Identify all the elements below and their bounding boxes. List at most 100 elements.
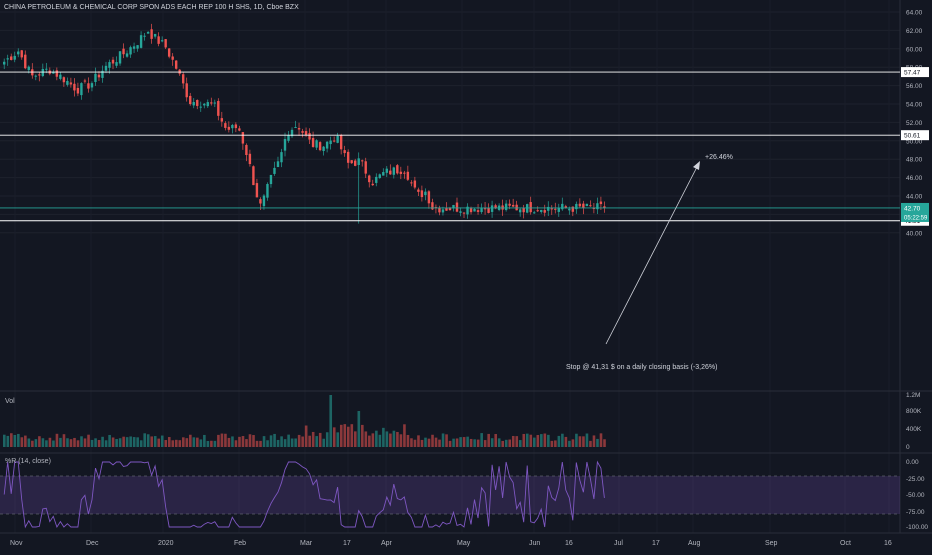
candle-body bbox=[357, 158, 360, 165]
countdown-label: 05:22:59 bbox=[904, 215, 928, 221]
price-tick-label: 48.00 bbox=[906, 157, 923, 164]
volume-bar bbox=[66, 438, 69, 447]
volume-bar bbox=[403, 424, 406, 447]
volume-bar bbox=[308, 435, 311, 447]
volume-bar bbox=[466, 436, 469, 447]
volume-bar bbox=[455, 438, 459, 447]
candle-body bbox=[596, 203, 599, 210]
volume-bar bbox=[196, 437, 199, 447]
candle-body bbox=[547, 206, 550, 211]
candle-body bbox=[575, 203, 578, 210]
target-percent-label[interactable]: +26.46% bbox=[705, 154, 733, 161]
candle-body bbox=[336, 135, 339, 143]
candle-body bbox=[269, 174, 273, 185]
candle-body bbox=[350, 160, 353, 164]
candle-body bbox=[199, 106, 202, 108]
candle-body bbox=[483, 208, 487, 210]
volume-tick-label: 800K bbox=[906, 408, 922, 415]
price-tick-label: 52.00 bbox=[906, 120, 923, 127]
volume-bar bbox=[280, 436, 283, 447]
candle-body bbox=[164, 39, 167, 48]
candle-body bbox=[473, 208, 476, 212]
candle-body bbox=[10, 56, 13, 60]
candle-body bbox=[431, 202, 434, 210]
candle-body bbox=[557, 207, 560, 212]
candle-body bbox=[469, 208, 473, 213]
candle-body bbox=[27, 66, 30, 71]
candle-body bbox=[210, 102, 213, 104]
volume-bar bbox=[325, 432, 329, 447]
volume-bar bbox=[220, 433, 224, 447]
candle-body bbox=[122, 48, 125, 55]
candle-body bbox=[371, 183, 374, 186]
candle-body bbox=[192, 102, 195, 106]
candle-body bbox=[396, 165, 399, 174]
candle-body bbox=[582, 203, 585, 208]
candle-body bbox=[592, 207, 596, 209]
volume-bar bbox=[375, 430, 378, 447]
volume-bar bbox=[80, 436, 83, 447]
candle-body bbox=[332, 140, 336, 142]
time-axis-label: Oct bbox=[840, 540, 851, 547]
candle-body bbox=[578, 203, 582, 207]
volume-bar bbox=[111, 437, 115, 447]
candle-body bbox=[241, 132, 245, 144]
stop-note-label[interactable]: Stop @ 41,31 $ on a daily closing basis … bbox=[566, 364, 718, 371]
candle-body bbox=[266, 184, 269, 198]
candle-body bbox=[280, 152, 283, 163]
wpr-tick-label: -50.00 bbox=[906, 492, 925, 499]
projection-arrow-line[interactable] bbox=[605, 164, 699, 345]
candle-body bbox=[248, 153, 252, 165]
volume-bar bbox=[557, 435, 561, 447]
volume-bar bbox=[497, 438, 501, 447]
candle-series bbox=[3, 23, 606, 224]
candle-body bbox=[273, 167, 276, 174]
volume-bar bbox=[459, 437, 462, 447]
candle-body bbox=[34, 75, 37, 77]
candle-body bbox=[494, 205, 497, 209]
candle-body bbox=[564, 206, 567, 208]
candle-body bbox=[111, 59, 115, 64]
volume-bar bbox=[238, 436, 241, 447]
volume-bar bbox=[399, 434, 403, 447]
time-axis[interactable]: Nov Dec 2020 Feb Mar 17 Apr May Jun 16 Jul 17 Aug Sep… bbox=[10, 540, 892, 547]
price-tick-label: 64.00 bbox=[906, 10, 923, 17]
candle-body bbox=[476, 210, 480, 212]
candle-body bbox=[540, 209, 543, 212]
candle-body bbox=[329, 140, 332, 145]
time-axis-label: Dec bbox=[86, 540, 99, 547]
candle-body bbox=[441, 209, 445, 213]
volume-bar bbox=[487, 433, 490, 447]
volume-bar bbox=[473, 439, 476, 447]
volume-bar bbox=[515, 436, 519, 447]
candle-body bbox=[315, 140, 318, 148]
volume-bar bbox=[540, 434, 543, 447]
volume-pane-label: Vol bbox=[5, 398, 15, 405]
volume-bar bbox=[522, 433, 526, 447]
volume-bar bbox=[575, 433, 578, 447]
candle-body bbox=[511, 204, 515, 207]
volume-bar bbox=[329, 395, 333, 447]
volume-bar bbox=[83, 438, 87, 447]
volume-bar bbox=[525, 433, 529, 447]
volume-bar bbox=[118, 438, 122, 447]
volume-bar bbox=[543, 433, 547, 447]
time-axis-label: Aug bbox=[688, 540, 701, 547]
volume-bar bbox=[203, 434, 206, 447]
volume-bar bbox=[69, 439, 73, 447]
horizontal-levels[interactable] bbox=[0, 71, 900, 222]
volume-bar bbox=[511, 435, 515, 447]
volume-bar bbox=[508, 439, 512, 447]
candle-body bbox=[171, 56, 174, 60]
candle-body bbox=[406, 171, 410, 180]
price-axis[interactable]: 64.0062.0060.0058.0056.0054.0052.0050.00… bbox=[901, 10, 929, 532]
candle-body bbox=[227, 126, 231, 130]
volume-bar bbox=[234, 440, 238, 447]
volume-bar bbox=[452, 438, 455, 447]
time-axis-label: Nov bbox=[10, 540, 23, 547]
candle-body bbox=[80, 83, 83, 96]
volume-bar bbox=[55, 433, 59, 447]
candle-body bbox=[136, 45, 139, 49]
volume-bar bbox=[224, 433, 227, 447]
